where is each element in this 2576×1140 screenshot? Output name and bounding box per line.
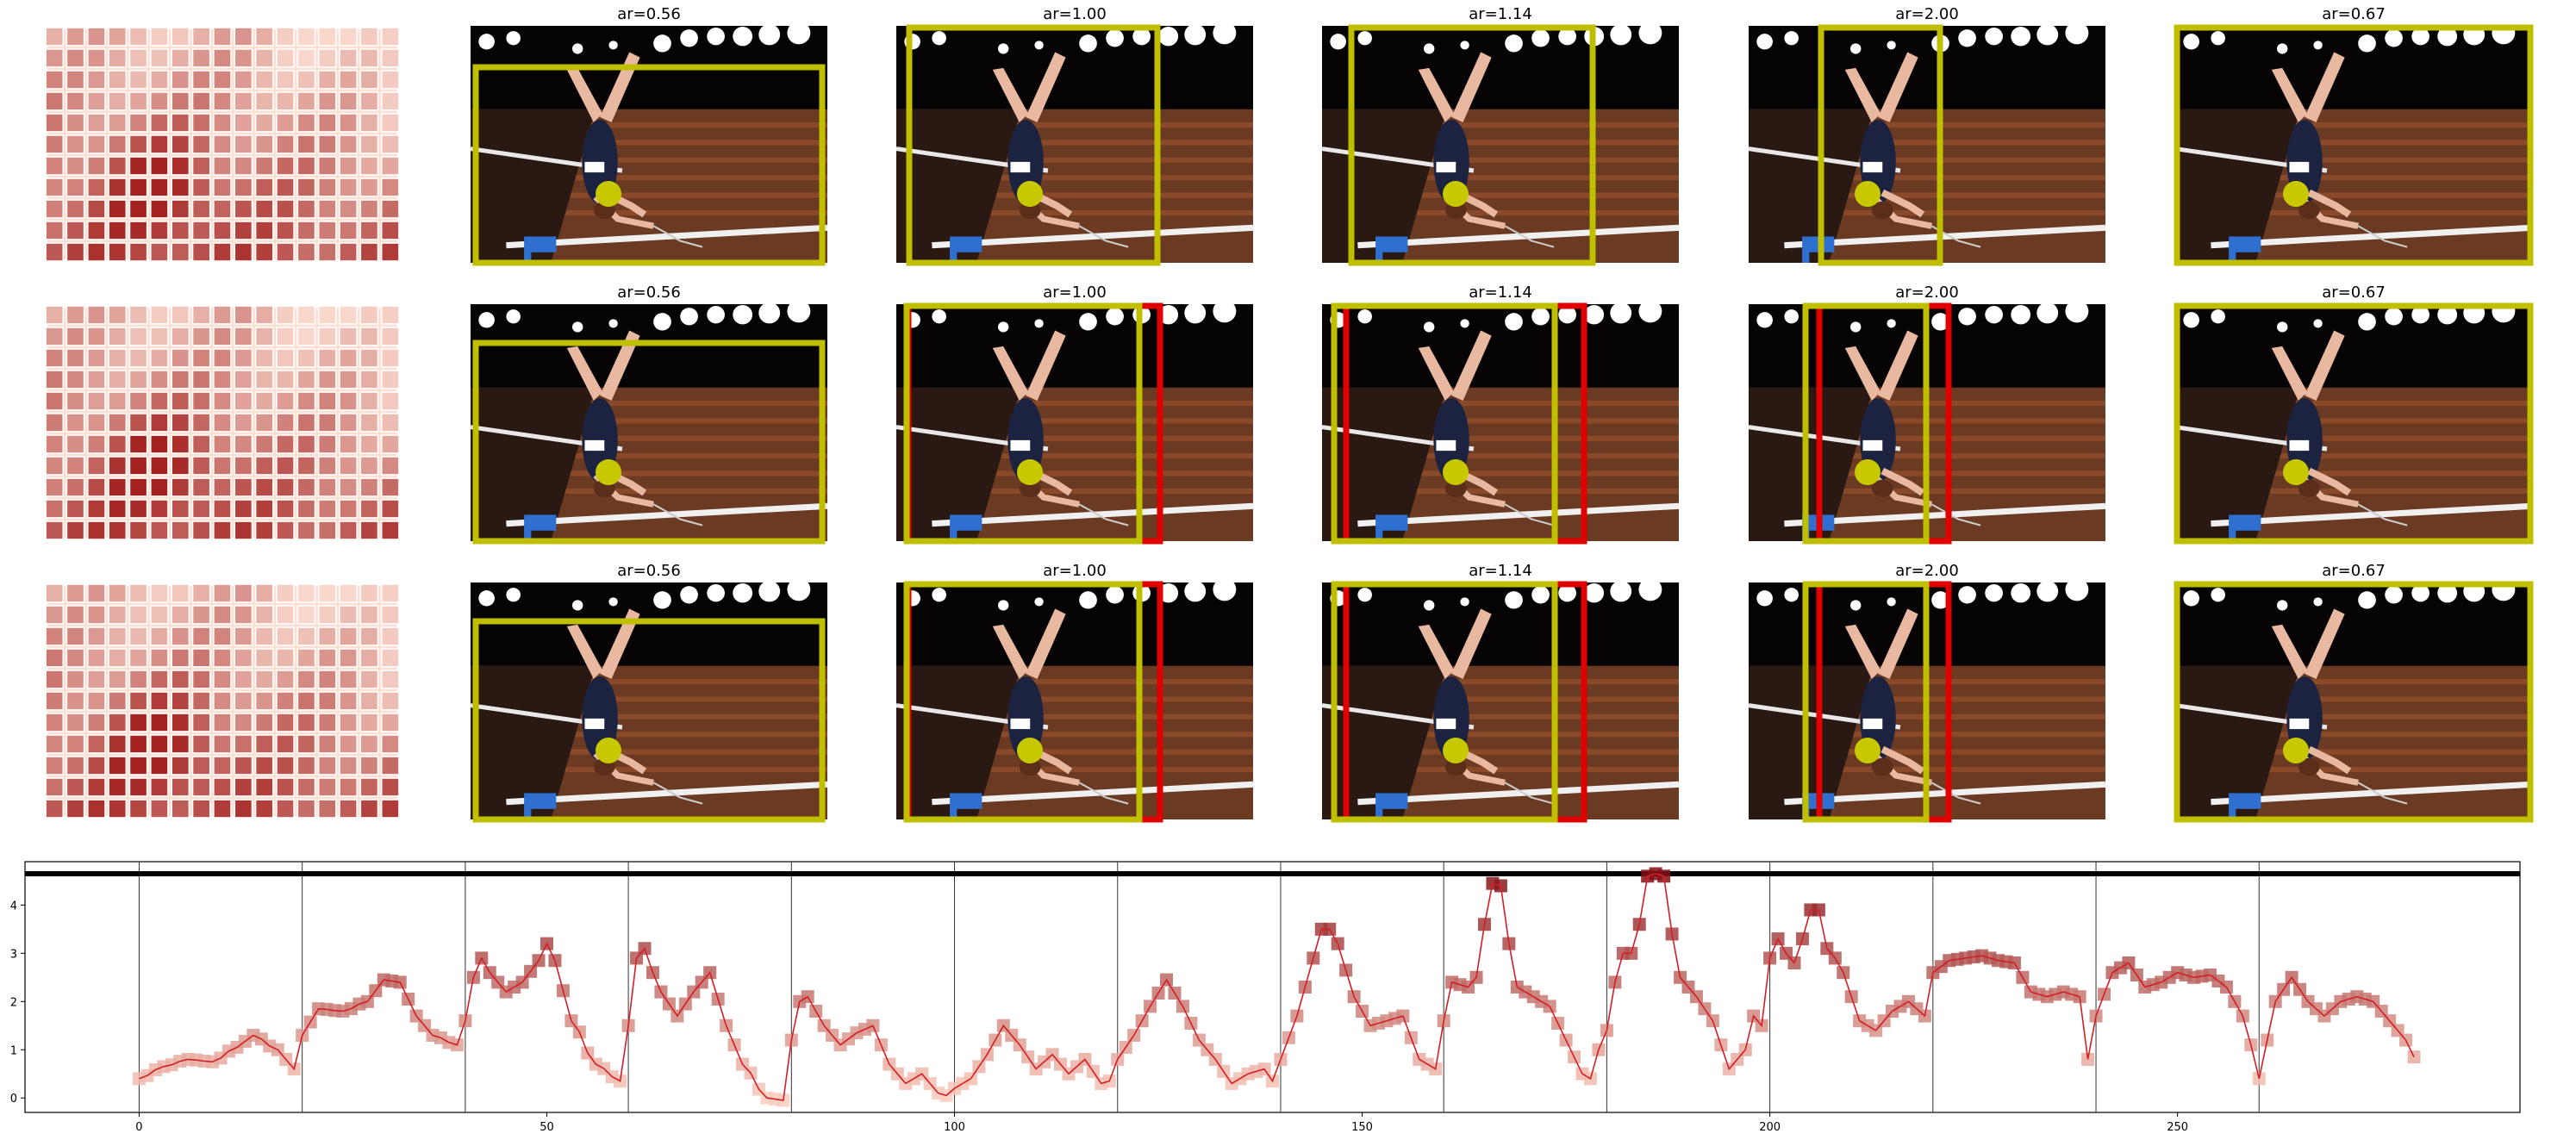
photo-panel: ar=2.00 bbox=[1749, 5, 2105, 266]
yellow-box bbox=[472, 64, 826, 266]
yellow-box bbox=[903, 581, 1143, 823]
photo-panel: ar=1.14 bbox=[1322, 283, 1679, 545]
y-tick-label: 0 bbox=[10, 1093, 17, 1106]
panel-title: ar=1.00 bbox=[1043, 283, 1107, 302]
photo-panel: ar=0.67 bbox=[2174, 562, 2534, 823]
photo-panel: ar=0.67 bbox=[2174, 283, 2534, 545]
chart-vlines bbox=[138, 862, 2260, 1112]
panel-title: ar=1.14 bbox=[1469, 562, 1532, 580]
y-tick-label: 2 bbox=[10, 996, 17, 1009]
yellow-box bbox=[1348, 24, 1596, 266]
y-axis: 0 1 2 3 4 bbox=[10, 900, 25, 1106]
yellow-box bbox=[472, 340, 826, 545]
yellow-box bbox=[1802, 581, 1930, 823]
photo-panel: ar=0.56 bbox=[471, 562, 827, 823]
yellow-box bbox=[1818, 24, 1943, 266]
panel-title: ar=0.67 bbox=[2322, 5, 2386, 23]
photo-panel: ar=2.00 bbox=[1749, 283, 2105, 545]
photo-panel: ar=1.00 bbox=[896, 283, 1253, 545]
center-dot bbox=[1855, 459, 1881, 485]
x-tick-label: 250 bbox=[2167, 1121, 2188, 1134]
chart-frame bbox=[24, 861, 2521, 1113]
panel-title: ar=0.67 bbox=[2322, 283, 2386, 302]
panel-title: ar=0.67 bbox=[2322, 562, 2386, 580]
center-dot bbox=[1855, 738, 1881, 763]
x-tick-label: 0 bbox=[135, 1121, 142, 1134]
photo-panel: ar=1.14 bbox=[1322, 562, 1679, 823]
y-tick-label: 3 bbox=[10, 948, 17, 961]
photo-panel: ar=1.00 bbox=[896, 562, 1253, 823]
center-dot bbox=[1443, 181, 1469, 207]
yellow-box bbox=[2174, 302, 2534, 545]
center-dot bbox=[1443, 459, 1469, 485]
x-tick-label: 150 bbox=[1351, 1121, 1373, 1134]
panel-title: ar=1.14 bbox=[1469, 5, 1532, 23]
yellow-box bbox=[1802, 302, 1930, 545]
heatmap-panel bbox=[43, 303, 402, 542]
center-dot bbox=[596, 459, 621, 485]
yellow-box bbox=[1331, 302, 1558, 545]
series-line bbox=[139, 873, 2415, 1101]
heatmap-panel bbox=[43, 582, 402, 820]
yellow-box bbox=[472, 618, 826, 823]
yellow-box bbox=[2174, 581, 2534, 823]
panel-title: ar=0.56 bbox=[617, 283, 681, 302]
photo-panel: ar=1.00 bbox=[896, 5, 1253, 266]
center-dot bbox=[1017, 459, 1043, 485]
center-dot bbox=[1443, 738, 1469, 763]
panel-title: ar=1.00 bbox=[1043, 562, 1107, 580]
photo-panel: ar=2.00 bbox=[1749, 562, 2105, 823]
panel-title: ar=0.56 bbox=[617, 562, 681, 580]
data-marker bbox=[2407, 1050, 2421, 1064]
panel-title: ar=0.56 bbox=[617, 5, 681, 23]
center-dot bbox=[1017, 738, 1043, 763]
center-dot bbox=[2283, 738, 2309, 763]
center-dot bbox=[2283, 181, 2309, 207]
photo-panel: ar=1.14 bbox=[1322, 5, 1679, 266]
photo-panel: ar=0.67 bbox=[2174, 5, 2534, 266]
x-axis: 0 50 100 150 200 250 bbox=[135, 1112, 2188, 1134]
x-tick-label: 200 bbox=[1759, 1121, 1781, 1134]
panel-title: ar=2.00 bbox=[1895, 562, 1959, 580]
x-tick-label: 100 bbox=[944, 1121, 965, 1134]
y-tick-label: 1 bbox=[10, 1044, 17, 1057]
center-dot bbox=[1017, 181, 1043, 207]
panel-grid: ar=0.56 ar=1.00 ar=1.14 ar=2.00 ar=0.67 ar=0.… bbox=[43, 5, 2534, 823]
photo-panel: ar=0.56 bbox=[471, 283, 827, 545]
yellow-box bbox=[903, 302, 1143, 545]
x-tick-label: 50 bbox=[540, 1121, 554, 1134]
yellow-box bbox=[2174, 24, 2534, 266]
y-tick-label: 4 bbox=[10, 900, 17, 913]
center-dot bbox=[596, 181, 621, 207]
center-dot bbox=[2283, 459, 2309, 485]
line-chart: 0 50 100 150 200 250 0 1 2 3 4 bbox=[10, 861, 2521, 1134]
panel-title: ar=2.00 bbox=[1895, 5, 1959, 23]
yellow-box bbox=[906, 24, 1161, 266]
panel-title: ar=2.00 bbox=[1895, 283, 1959, 302]
center-dot bbox=[596, 738, 621, 763]
center-dot bbox=[1855, 181, 1881, 207]
panel-title: ar=1.14 bbox=[1469, 283, 1532, 302]
yellow-box bbox=[1331, 581, 1558, 823]
panel-title: ar=1.00 bbox=[1043, 5, 1107, 23]
heatmap-panel bbox=[43, 25, 402, 264]
photo-panel: ar=0.56 bbox=[471, 5, 827, 266]
